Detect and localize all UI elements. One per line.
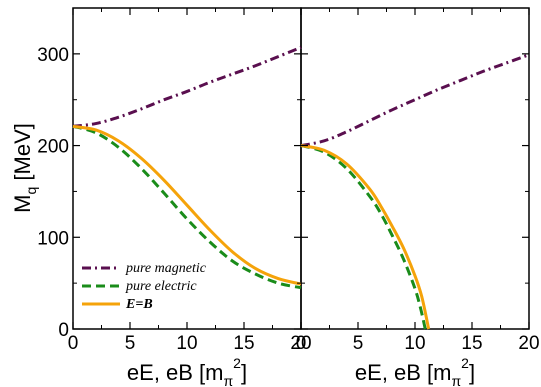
x-tick-label: 0 (68, 333, 79, 354)
series-line-pure-magnetic-left (72, 46, 302, 128)
x-tick-label: 15 (233, 333, 254, 354)
y-axis-label: Mq [MeV] (10, 123, 39, 213)
series-line-pure-electric-right (300, 144, 427, 330)
x-tick-label: 5 (353, 333, 364, 354)
x-tick-label: 20 (290, 333, 311, 354)
x-tick-label: 15 (461, 333, 482, 354)
y-tick-label: 200 (37, 137, 69, 158)
x-tick-label: 20 (518, 333, 539, 354)
x-axis-label-right: eE, eB [mπ2] (355, 355, 475, 387)
right-plot-frame (300, 7, 530, 330)
x-tick-label: 5 (125, 333, 136, 354)
x-tick-label: 10 (176, 333, 197, 354)
series-line-e-b-right (300, 144, 431, 330)
y-tick-label: 0 (58, 320, 69, 341)
legend-label-pure-magnetic: pure magnetic (125, 261, 207, 276)
series-line-pure-electric-left (72, 124, 302, 290)
legend-label-pure-electric: pure electric (125, 279, 197, 294)
chart-marks (72, 46, 530, 330)
y-tick-label: 100 (37, 228, 69, 249)
x-tick-label: 0 (296, 333, 307, 354)
legend: pure magnetic pure electric E=B (82, 261, 207, 312)
x-tick-label: 10 (404, 333, 425, 354)
x-axis-label-left: eE, eB [mπ2] (127, 355, 247, 387)
series-line-e-b-left (72, 124, 302, 286)
series-line-pure-magnetic-right (300, 53, 530, 148)
y-tick-label: 300 (37, 45, 69, 66)
legend-label-e-equals-b: E=B (125, 297, 153, 312)
